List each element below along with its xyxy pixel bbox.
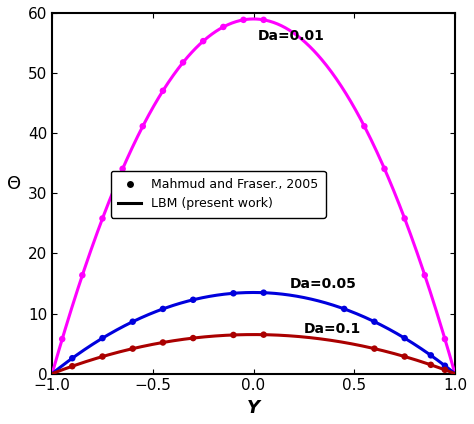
Point: [427, 352, 435, 359]
Point: [401, 335, 409, 341]
Point: [79, 272, 86, 279]
Text: Da=0.05: Da=0.05: [290, 277, 357, 291]
Text: Da=0.1: Da=0.1: [304, 322, 361, 336]
Point: [229, 290, 237, 297]
Point: [189, 296, 197, 303]
Y-axis label: Θ: Θ: [7, 175, 21, 193]
Point: [260, 17, 267, 23]
Point: [99, 215, 106, 222]
Point: [401, 215, 409, 222]
Legend: Mahmud and Fraser., 2005, LBM (present work): Mahmud and Fraser., 2005, LBM (present w…: [111, 171, 326, 218]
Point: [129, 318, 137, 325]
Point: [139, 123, 146, 130]
Point: [427, 361, 435, 368]
Point: [441, 336, 449, 343]
Point: [381, 165, 388, 172]
Point: [401, 353, 409, 360]
Point: [58, 336, 66, 343]
Point: [260, 331, 267, 338]
Point: [119, 165, 127, 172]
Point: [159, 87, 167, 94]
Point: [371, 318, 378, 325]
Point: [99, 335, 106, 341]
Point: [240, 17, 247, 23]
Point: [219, 24, 227, 31]
Point: [361, 123, 368, 130]
Point: [421, 272, 428, 279]
Point: [340, 306, 348, 312]
Point: [260, 289, 267, 296]
Point: [68, 363, 76, 370]
Point: [129, 345, 137, 352]
Point: [159, 306, 167, 312]
Point: [229, 332, 237, 338]
Point: [371, 345, 378, 352]
Point: [200, 38, 207, 45]
Point: [99, 353, 106, 360]
Point: [189, 335, 197, 341]
Point: [441, 363, 449, 369]
Point: [159, 339, 167, 346]
Point: [68, 355, 76, 362]
X-axis label: Y: Y: [247, 399, 260, 417]
Point: [441, 366, 449, 373]
Point: [179, 59, 187, 66]
Text: Da=0.01: Da=0.01: [257, 29, 325, 43]
